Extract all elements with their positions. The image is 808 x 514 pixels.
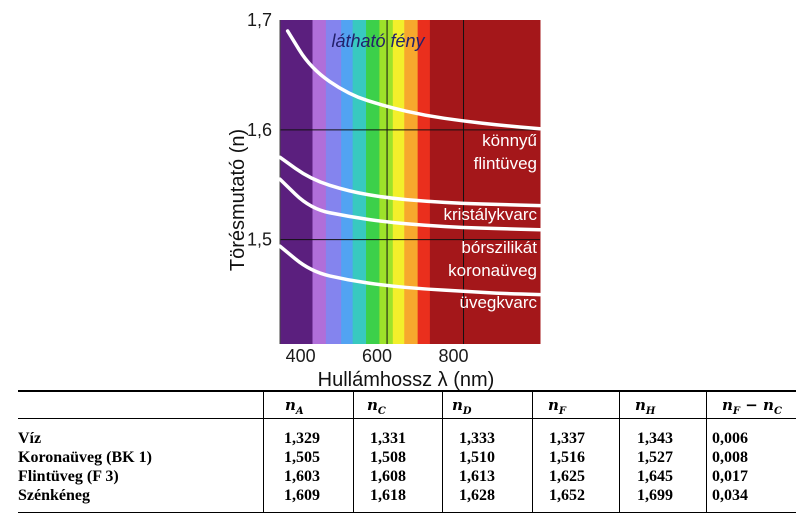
table-cell: 0,008 — [712, 449, 748, 466]
spectrum-band — [417, 20, 431, 344]
table-cell: 1,505 — [284, 449, 320, 466]
table-row-label: Flintüveg (F 3) — [18, 468, 119, 485]
x-tick-label: 800 — [439, 346, 469, 366]
x-axis-title: Hullámhossz λ (nm) — [318, 369, 495, 390]
table-cell: 1,618 — [370, 487, 406, 504]
table-cell: 1,625 — [549, 468, 585, 485]
table-header-cell: nF − nC — [722, 396, 782, 417]
table-row-label: Koronaüveg (BK 1) — [18, 449, 152, 466]
table-cell: 1,609 — [284, 487, 320, 504]
chart-svg: könnyű flintüveg kristálykvarc bórszilikát k… — [227, 10, 542, 390]
table-cell: 1,337 — [549, 430, 585, 447]
spectrum-band — [352, 20, 367, 344]
table-cell: 0,017 — [712, 468, 748, 485]
curve-label-fused-quartz: üvegkvarc — [460, 293, 538, 312]
refractive-index-chart: könnyű flintüveg kristálykvarc bórszilikát k… — [227, 10, 542, 390]
table-cell: 1,516 — [549, 449, 585, 466]
curve-label-crystal-quartz: kristálykvarc — [443, 205, 537, 224]
y-tick-label: 1,5 — [247, 230, 272, 250]
curve-label-borosilicate-crown-glass: koronaüveg — [448, 261, 537, 280]
table-column-divider — [442, 392, 443, 512]
table-cell: 1,699 — [637, 487, 673, 504]
curve-label-light-flint-glass: flintüveg — [474, 154, 537, 173]
x-tick-label: 400 — [286, 346, 316, 366]
table-cell: 1,628 — [459, 487, 495, 504]
table-header-rule — [18, 418, 796, 419]
curve-borosilicate-crown-glass — [278, 177, 542, 232]
table-header-cell: nF — [548, 396, 567, 417]
curve-fused-quartz — [278, 244, 542, 297]
y-axis-title: Törésmutató (n) — [227, 129, 249, 271]
table-row-label: Víz — [18, 430, 42, 447]
y-tick-label: 1,6 — [247, 120, 272, 140]
curve-light-flint-glass — [285, 29, 542, 131]
table-cell: 1,508 — [370, 449, 406, 466]
spectrum-band — [379, 20, 394, 344]
table-row-label: Szénkéneg — [18, 487, 90, 504]
table-cell: 1,652 — [549, 487, 585, 504]
table-header-cell: nA — [285, 396, 304, 417]
table-column-divider — [706, 392, 707, 512]
table-header-cell: nC — [367, 396, 386, 417]
curve-label-light-flint-glass: könnyű — [482, 131, 537, 150]
spectrum-band — [280, 20, 313, 344]
curve-crystal-quartz — [278, 155, 542, 208]
table-cell: 1,527 — [637, 449, 673, 466]
table-cell: 1,333 — [459, 430, 495, 447]
table-cell: 1,608 — [370, 468, 406, 485]
table-cell: 1,510 — [459, 449, 495, 466]
x-tick-label: 600 — [362, 346, 392, 366]
spectrum-band — [366, 20, 380, 344]
spectrum-band — [325, 20, 342, 344]
table-column-divider — [353, 392, 354, 512]
table-header-cell: nH — [635, 396, 656, 417]
table-cell: 1,331 — [370, 430, 406, 447]
table-cell: 1,603 — [284, 468, 320, 485]
table-top-rule — [18, 390, 796, 392]
spectrum-band — [392, 20, 405, 344]
visible-light-label: látható fény — [331, 31, 425, 51]
table-bottom-rule — [18, 512, 796, 513]
table-cell: 0,006 — [712, 430, 748, 447]
table-cell: 1,645 — [637, 468, 673, 485]
curve-label-borosilicate-crown-glass: bórszilikát — [461, 238, 537, 257]
table-cell: 1,343 — [637, 430, 673, 447]
spectrum-band — [341, 20, 354, 344]
table-column-divider — [619, 392, 620, 512]
table-cell: 0,034 — [712, 487, 748, 504]
table-cell: 1,329 — [284, 430, 320, 447]
table-column-divider — [532, 392, 533, 512]
spectrum-band — [404, 20, 419, 344]
table-cell: 1,613 — [459, 468, 495, 485]
table-column-divider — [263, 392, 264, 512]
table-header-cell: nD — [452, 396, 472, 417]
y-tick-label: 1,7 — [247, 10, 272, 30]
